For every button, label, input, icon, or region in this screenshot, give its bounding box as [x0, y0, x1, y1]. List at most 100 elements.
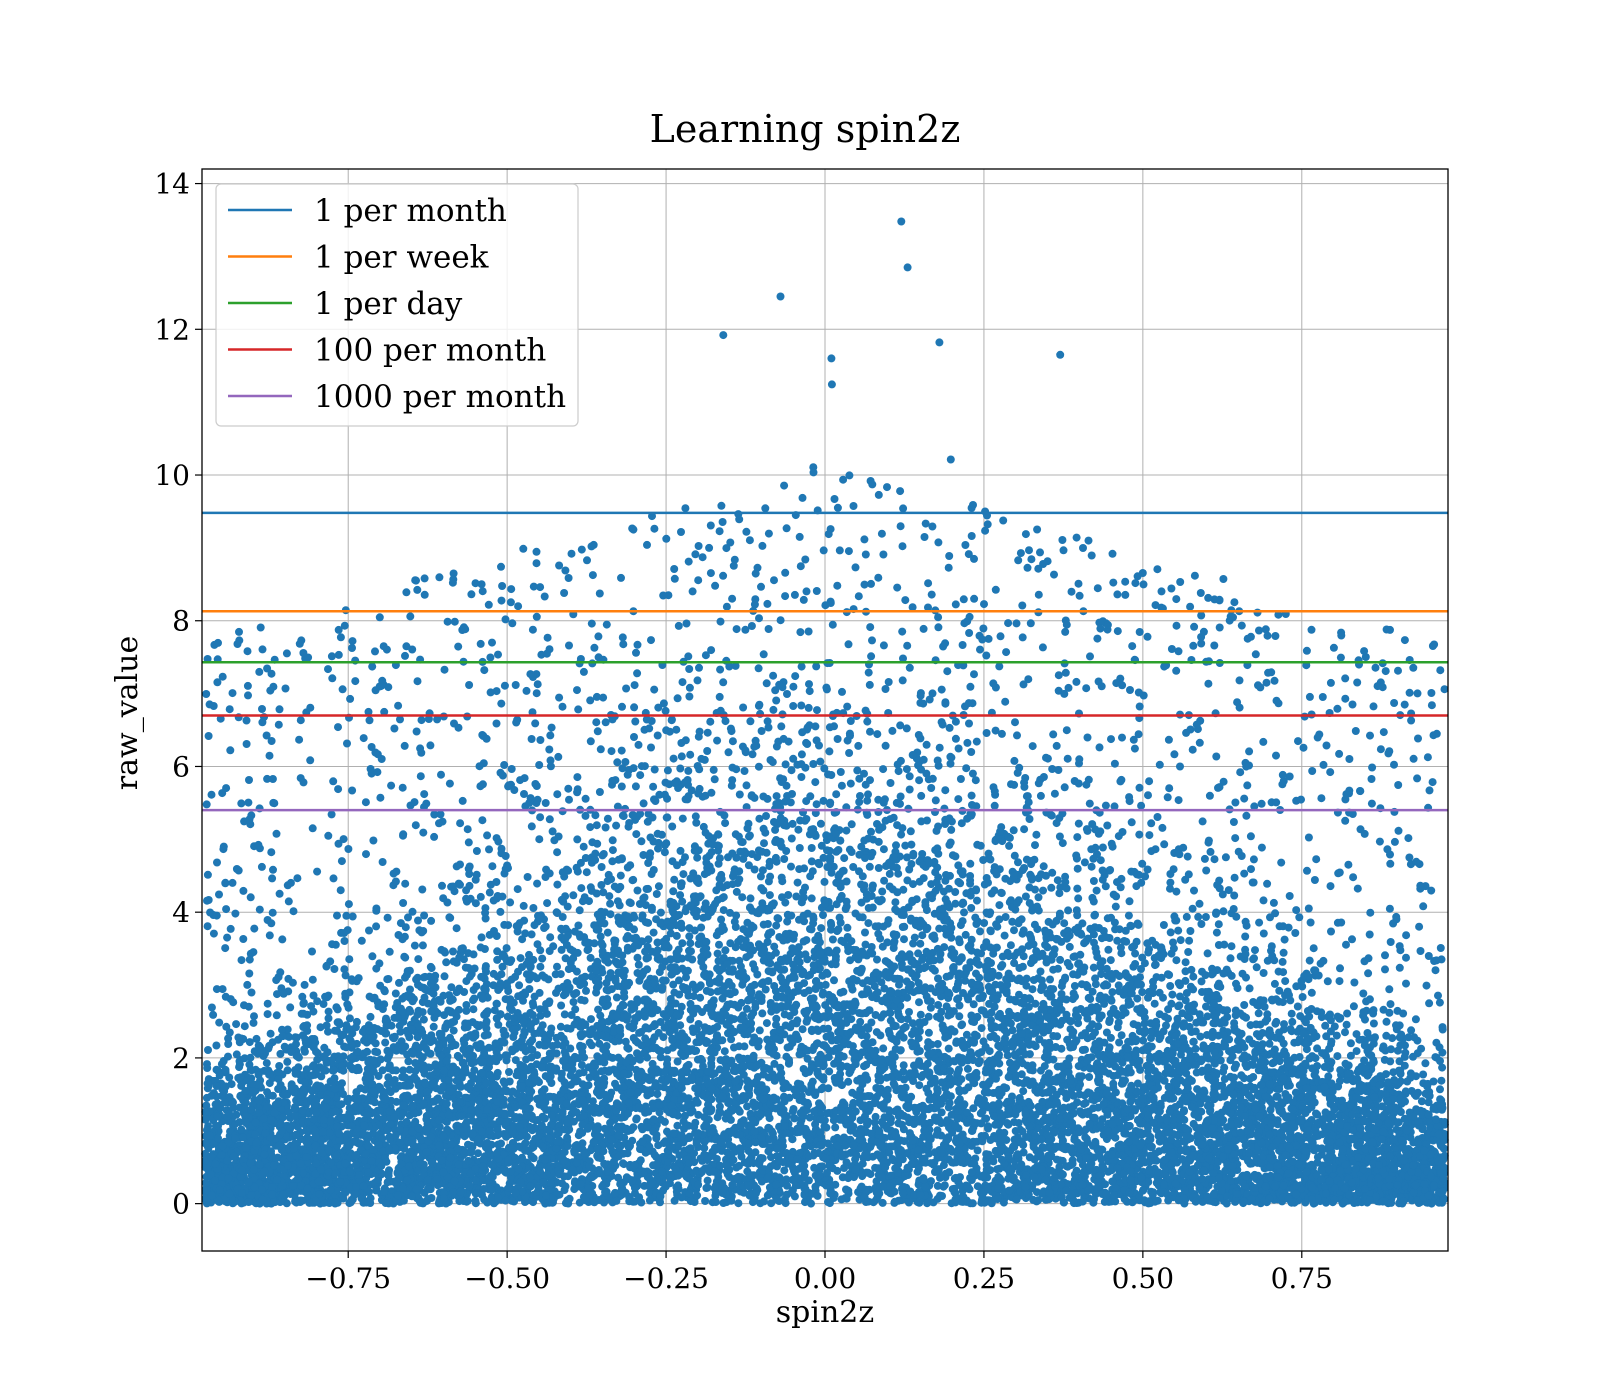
- data-point: [1138, 988, 1147, 997]
- data-point: [504, 921, 513, 930]
- data-point: [1093, 634, 1102, 643]
- data-point: [701, 1197, 710, 1205]
- data-point: [357, 936, 366, 945]
- data-point: [1089, 854, 1098, 863]
- data-point: [213, 858, 221, 867]
- data-point: [1081, 1098, 1090, 1107]
- data-point: [426, 962, 435, 971]
- data-point: [327, 652, 336, 661]
- data-point: [1073, 833, 1082, 842]
- data-point: [398, 783, 407, 792]
- data-point: [1060, 783, 1069, 792]
- data-point: [898, 676, 907, 685]
- data-point: [830, 495, 839, 503]
- data-point: [1056, 955, 1065, 964]
- data-point: [268, 908, 277, 917]
- data-point: [209, 929, 218, 938]
- data-point: [293, 874, 302, 883]
- data-point: [442, 958, 451, 967]
- data-point: [909, 939, 918, 948]
- data-point: [941, 639, 950, 648]
- data-point: [678, 814, 687, 823]
- data-point: [258, 645, 267, 654]
- data-point: [825, 747, 834, 756]
- data-point: [1047, 883, 1056, 892]
- data-point: [237, 799, 246, 808]
- data-point: [438, 881, 446, 890]
- data-point: [740, 767, 749, 775]
- data-point: [336, 886, 345, 895]
- data-point: [970, 594, 979, 603]
- data-point: [844, 547, 853, 556]
- data-point: [1176, 578, 1185, 586]
- data-point: [830, 976, 838, 985]
- data-point: [763, 599, 772, 608]
- data-point: [351, 677, 360, 686]
- data-point: [797, 773, 806, 781]
- data-point: [243, 681, 252, 690]
- data-point: [1186, 927, 1195, 935]
- data-point: [420, 574, 429, 583]
- data-point: [795, 844, 804, 852]
- data-point: [874, 864, 883, 872]
- data-point: [1191, 1044, 1200, 1053]
- data-point: [836, 836, 845, 845]
- data-point: [579, 667, 588, 676]
- data-point: [368, 952, 377, 961]
- data-point: [338, 685, 347, 694]
- data-point: [575, 906, 584, 915]
- data-point: [1009, 826, 1018, 835]
- data-point: [863, 717, 872, 726]
- data-point: [1165, 784, 1174, 793]
- data-point: [995, 662, 1004, 671]
- data-point: [1315, 730, 1324, 739]
- data-point: [1164, 1014, 1172, 1023]
- data-point: [936, 1014, 945, 1023]
- data-point: [1188, 904, 1197, 913]
- data-point: [934, 623, 943, 632]
- data-point: [1240, 1051, 1249, 1060]
- data-point: [959, 989, 967, 997]
- data-point: [426, 741, 435, 750]
- data-point: [1061, 627, 1070, 636]
- data-point: [838, 687, 846, 696]
- data-point: [809, 994, 818, 1003]
- data-point: [793, 878, 802, 887]
- data-point: [1307, 988, 1316, 997]
- data-point: [905, 1008, 913, 1016]
- data-point: [376, 793, 385, 802]
- data-point: [722, 602, 731, 611]
- data-point: [1162, 1021, 1170, 1030]
- data-point: [764, 529, 773, 538]
- data-point: [540, 592, 549, 601]
- data-point: [1038, 643, 1047, 652]
- data-point: [1438, 1025, 1447, 1034]
- data-point: [1153, 565, 1162, 574]
- data-point: [1400, 636, 1409, 645]
- data-point: [805, 680, 813, 689]
- data-point: [724, 748, 733, 757]
- data-point: [970, 670, 978, 679]
- data-point: [782, 524, 791, 533]
- data-point: [532, 689, 541, 698]
- data-point: [1050, 789, 1059, 798]
- data-point: [1036, 548, 1044, 557]
- data-point: [769, 671, 778, 680]
- data-point: [585, 1038, 594, 1047]
- data-point: [1072, 677, 1081, 686]
- data-point: [401, 651, 409, 660]
- data-point: [881, 685, 890, 693]
- data-point: [749, 960, 758, 969]
- data-point: [485, 845, 493, 854]
- data-point: [1033, 1088, 1042, 1097]
- data-point: [1080, 858, 1089, 867]
- data-point: [1074, 579, 1083, 588]
- data-point: [1294, 737, 1302, 746]
- data-point: [213, 678, 222, 687]
- data-point: [506, 898, 515, 907]
- data-point: [1379, 728, 1388, 737]
- data-point: [864, 668, 873, 677]
- data-point: [811, 778, 820, 787]
- data-point: [746, 894, 755, 903]
- data-point: [1019, 1087, 1028, 1096]
